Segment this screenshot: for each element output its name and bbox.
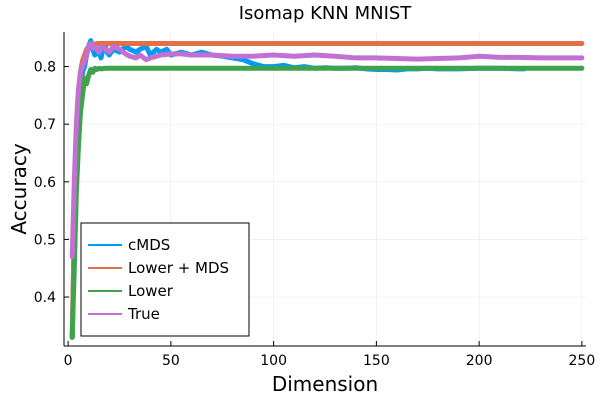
series-line-lower <box>69 65 585 340</box>
legend-box <box>80 222 250 337</box>
x-tick-label: 100 <box>260 353 287 369</box>
x-ticks: 0 50 100 150 200 250 <box>64 341 596 369</box>
y-tick-label: 0.8 <box>34 60 56 76</box>
legend-label-lower-mds: Lower + MDS <box>128 259 229 277</box>
y-tick-label: 0.7 <box>34 117 56 133</box>
chart-title: Isomap KNN MNIST <box>239 3 413 24</box>
y-ticks: 0.4 0.5 0.6 0.7 0.8 <box>34 60 69 306</box>
x-tick-label: 200 <box>466 353 493 369</box>
x-tick-label: 250 <box>569 353 596 369</box>
x-axis-title: Dimension <box>272 372 378 396</box>
x-tick-label: 150 <box>363 353 390 369</box>
y-axis-title: Accuracy <box>7 143 31 234</box>
legend-label-cmds: cMDS <box>128 236 170 254</box>
x-tick-label: 0 <box>64 353 73 369</box>
y-tick-label: 0.6 <box>34 175 56 191</box>
legend-items: cMDS Lower + MDS Lower True <box>88 236 229 323</box>
y-tick-label: 0.5 <box>34 232 56 248</box>
legend-label-lower: Lower <box>128 282 174 300</box>
legend: cMDS Lower + MDS Lower True <box>80 222 250 337</box>
series-line-true <box>69 41 585 260</box>
legend-label-true: True <box>127 305 160 323</box>
y-tick-label: 0.4 <box>34 290 56 306</box>
series-layer <box>69 38 585 340</box>
x-tick-label: 50 <box>162 353 180 369</box>
